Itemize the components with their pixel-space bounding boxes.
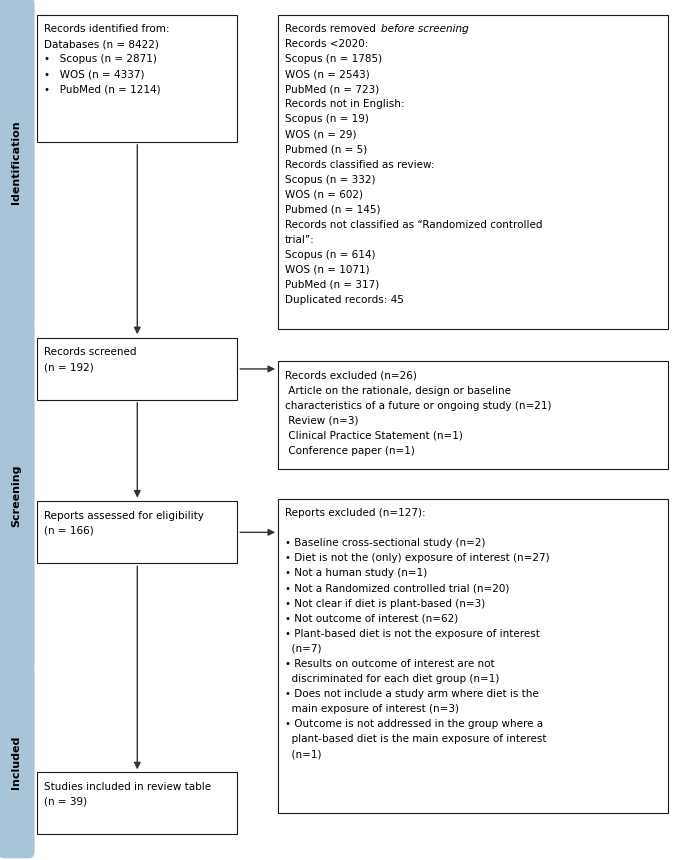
Text: Reports excluded (n=127):: Reports excluded (n=127): <box>285 508 425 519</box>
FancyBboxPatch shape <box>0 0 35 327</box>
Text: • Baseline cross-sectional study (n=2): • Baseline cross-sectional study (n=2) <box>285 538 485 549</box>
Text: :: : <box>461 24 464 34</box>
FancyBboxPatch shape <box>37 772 237 834</box>
Text: (n = 192): (n = 192) <box>44 363 94 372</box>
FancyBboxPatch shape <box>278 499 668 813</box>
Text: • Diet is not the (only) exposure of interest (n=27): • Diet is not the (only) exposure of int… <box>285 554 549 563</box>
FancyBboxPatch shape <box>37 338 237 400</box>
Text: Databases (n = 8422): Databases (n = 8422) <box>44 39 159 49</box>
Text: discriminated for each diet group (n=1): discriminated for each diet group (n=1) <box>285 674 499 684</box>
Text: plant-based diet is the main exposure of interest: plant-based diet is the main exposure of… <box>285 734 546 744</box>
Text: Conference paper (n=1): Conference paper (n=1) <box>285 445 415 456</box>
Text: •   Scopus (n = 2871): • Scopus (n = 2871) <box>44 54 157 64</box>
Text: • Plant-based diet is not the exposure of interest: • Plant-based diet is not the exposure o… <box>285 629 540 639</box>
FancyBboxPatch shape <box>0 666 35 858</box>
Text: • Not outcome of interest (n=62): • Not outcome of interest (n=62) <box>285 614 458 624</box>
Text: Records classified as review:: Records classified as review: <box>285 159 435 169</box>
Text: WOS (n = 29): WOS (n = 29) <box>285 129 356 139</box>
Text: characteristics of a future or ongoing study (n=21): characteristics of a future or ongoing s… <box>285 401 551 411</box>
Text: Identification: Identification <box>12 120 21 204</box>
Text: Records not in English:: Records not in English: <box>285 99 404 109</box>
Text: • Not clear if diet is plant-based (n=3): • Not clear if diet is plant-based (n=3) <box>285 599 485 609</box>
Text: Scopus (n = 19): Scopus (n = 19) <box>285 114 369 125</box>
Text: Screening: Screening <box>12 464 21 527</box>
Text: • Outcome is not addressed in the group where a: • Outcome is not addressed in the group … <box>285 719 543 729</box>
Text: Scopus (n = 614): Scopus (n = 614) <box>285 249 375 260</box>
Text: trial”:: trial”: <box>285 235 315 245</box>
Text: Records screened: Records screened <box>44 347 136 358</box>
Text: Records excluded (n=26): Records excluded (n=26) <box>285 371 417 381</box>
Text: • Not a human study (n=1): • Not a human study (n=1) <box>285 568 427 579</box>
Text: WOS (n = 602): WOS (n = 602) <box>285 189 363 200</box>
FancyBboxPatch shape <box>278 361 668 469</box>
Text: Records identified from:: Records identified from: <box>44 24 170 34</box>
Text: • Results on outcome of interest are not: • Results on outcome of interest are not <box>285 659 494 669</box>
Text: WOS (n = 2543): WOS (n = 2543) <box>285 69 370 79</box>
Text: Pubmed (n = 5): Pubmed (n = 5) <box>285 144 367 155</box>
Text: Records <2020:: Records <2020: <box>285 39 368 49</box>
Text: Studies included in review table: Studies included in review table <box>44 782 211 792</box>
FancyBboxPatch shape <box>37 501 237 563</box>
Text: (n = 166): (n = 166) <box>44 526 94 536</box>
Text: Included: Included <box>12 735 21 789</box>
Text: PubMed (n = 723): PubMed (n = 723) <box>285 84 379 95</box>
Text: •   PubMed (n = 1214): • PubMed (n = 1214) <box>44 84 161 95</box>
Text: (n=7): (n=7) <box>285 644 321 654</box>
Text: Article on the rationale, design or baseline: Article on the rationale, design or base… <box>285 385 511 396</box>
Text: •   WOS (n = 4337): • WOS (n = 4337) <box>44 69 144 79</box>
Text: before screening: before screening <box>381 24 468 34</box>
FancyBboxPatch shape <box>37 15 237 142</box>
FancyBboxPatch shape <box>0 318 35 673</box>
Text: Clinical Practice Statement (n=1): Clinical Practice Statement (n=1) <box>285 431 462 441</box>
Text: • Not a Randomized controlled trial (n=20): • Not a Randomized controlled trial (n=2… <box>285 584 509 593</box>
Text: Reports assessed for eligibility: Reports assessed for eligibility <box>44 511 204 521</box>
Text: (n=1): (n=1) <box>285 749 321 759</box>
Text: Duplicated records: 45: Duplicated records: 45 <box>285 295 403 305</box>
Text: Records not classified as “Randomized controlled: Records not classified as “Randomized co… <box>285 219 542 230</box>
FancyBboxPatch shape <box>278 15 668 329</box>
Text: (n = 39): (n = 39) <box>44 796 87 807</box>
Text: main exposure of interest (n=3): main exposure of interest (n=3) <box>285 704 459 714</box>
Text: Scopus (n = 332): Scopus (n = 332) <box>285 175 375 185</box>
Text: Pubmed (n = 145): Pubmed (n = 145) <box>285 205 380 215</box>
Text: Review (n=3): Review (n=3) <box>285 415 358 426</box>
Text: • Does not include a study arm where diet is the: • Does not include a study arm where die… <box>285 689 538 699</box>
Text: Scopus (n = 1785): Scopus (n = 1785) <box>285 54 382 64</box>
Text: WOS (n = 1071): WOS (n = 1071) <box>285 265 370 275</box>
Text: Records removed: Records removed <box>285 24 379 34</box>
Text: PubMed (n = 317): PubMed (n = 317) <box>285 280 379 290</box>
